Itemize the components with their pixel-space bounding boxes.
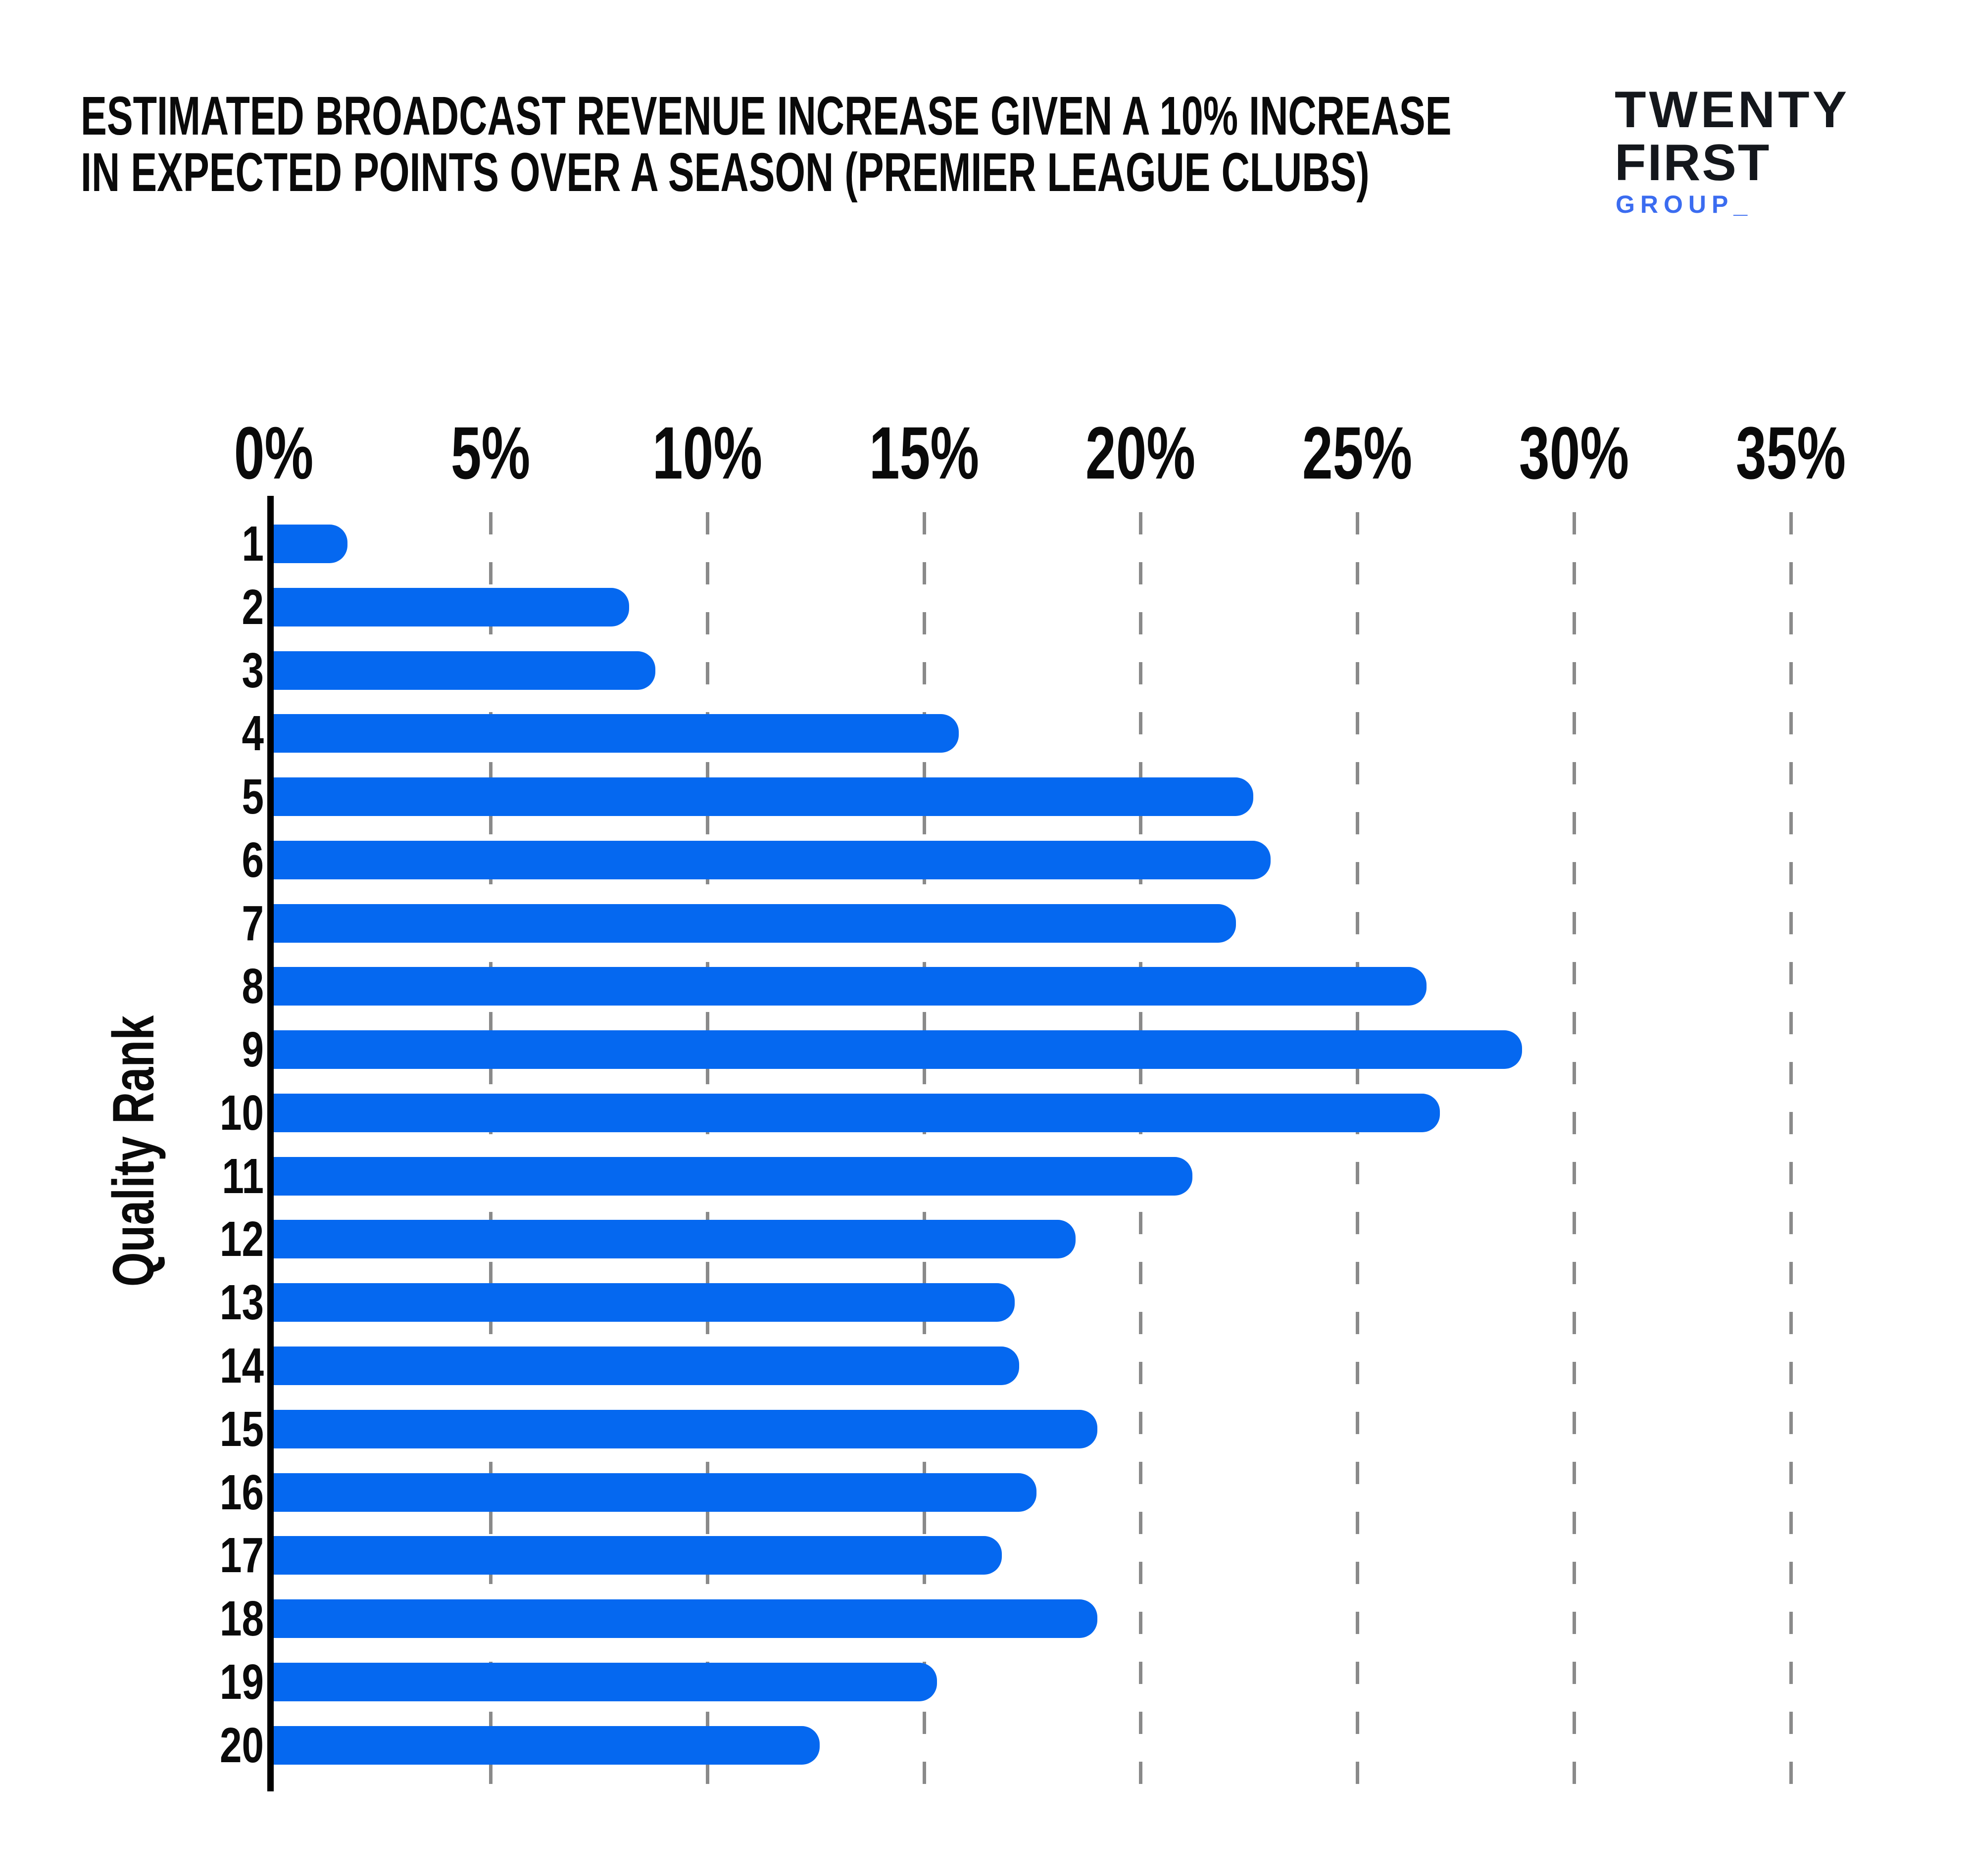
logo-word-twenty: TWENTY bbox=[1615, 81, 1850, 139]
bar-row: 9 bbox=[242, 1018, 1791, 1081]
bar-row: 20 bbox=[220, 1714, 1791, 1777]
twenty-first-group-logo: TWENTY FIRST GROUP_ bbox=[1615, 84, 1872, 233]
bar-row: 3 bbox=[242, 639, 1791, 702]
revenue-bar bbox=[274, 1473, 1037, 1512]
bar-row: 17 bbox=[220, 1524, 1791, 1587]
bar-row: 12 bbox=[220, 1207, 1791, 1271]
revenue-bar bbox=[274, 967, 1427, 1006]
bar-row: 13 bbox=[220, 1271, 1791, 1334]
gridline bbox=[1139, 512, 1143, 1787]
bar-row: 8 bbox=[242, 955, 1791, 1018]
rank-label: 7 bbox=[242, 895, 264, 951]
gridline bbox=[705, 512, 709, 1787]
bar-row: 14 bbox=[220, 1334, 1791, 1397]
revenue-bar bbox=[274, 904, 1236, 943]
revenue-bar bbox=[274, 1156, 1193, 1196]
gridline bbox=[489, 512, 493, 1787]
chart-title-line1: ESTIMATED BROADCAST REVENUE INCREASE GIV… bbox=[81, 86, 1452, 146]
rank-label: 6 bbox=[242, 832, 264, 888]
x-tick-label: 10% bbox=[652, 411, 762, 494]
revenue-bar bbox=[274, 714, 959, 753]
bar-row: 10 bbox=[220, 1081, 1791, 1145]
bar-row: 6 bbox=[242, 828, 1791, 892]
rank-label: 2 bbox=[242, 579, 264, 635]
rank-label: 20 bbox=[220, 1717, 264, 1773]
bar-row: 5 bbox=[242, 765, 1791, 828]
revenue-bar bbox=[274, 840, 1271, 879]
x-tick-label: 30% bbox=[1519, 411, 1629, 494]
rank-label: 19 bbox=[220, 1654, 264, 1710]
bar-row: 4 bbox=[242, 702, 1791, 765]
revenue-bar bbox=[274, 1347, 1020, 1385]
bar-row: 11 bbox=[222, 1145, 1791, 1208]
revenue-bar bbox=[274, 525, 347, 563]
revenue-bar bbox=[274, 651, 655, 690]
x-tick-label: 5% bbox=[450, 411, 531, 494]
rank-label: 3 bbox=[242, 642, 264, 698]
revenue-bar bbox=[274, 587, 630, 626]
rank-label: 1 bbox=[242, 516, 264, 572]
chart-title-line2: IN EXPECTED POINTS OVER A SEASON (PREMIE… bbox=[81, 142, 1370, 203]
rank-label: 14 bbox=[220, 1338, 264, 1394]
y-axis-line bbox=[267, 496, 274, 1791]
rank-label: 13 bbox=[220, 1275, 264, 1331]
revenue-bar bbox=[274, 1283, 1015, 1322]
gridline bbox=[1573, 512, 1577, 1787]
rank-label: 18 bbox=[220, 1591, 264, 1647]
rank-label: 10 bbox=[220, 1085, 264, 1141]
y-axis-title-box: Quality Rank bbox=[94, 512, 173, 1790]
rank-label: 4 bbox=[242, 706, 264, 762]
gridline bbox=[1789, 512, 1793, 1787]
x-tick-label: 20% bbox=[1085, 411, 1196, 494]
revenue-bar bbox=[274, 1030, 1523, 1069]
rank-label: 9 bbox=[242, 1022, 264, 1078]
bar-row: 1 bbox=[242, 512, 1791, 576]
bar-row: 2 bbox=[242, 576, 1791, 639]
x-axis-tick-labels: 0% 5% 10% 15% 20% 25% 30% 35% bbox=[0, 416, 1971, 495]
bar-row: 7 bbox=[242, 892, 1791, 955]
plot-area: 1 2 3 4 5 6 7 8 9 10 11 12 13 14 15 16 17 18 19 20 bbox=[220, 512, 1791, 1790]
logo-word-first: FIRST bbox=[1615, 134, 1771, 192]
y-axis-title: Quality Rank bbox=[101, 1015, 166, 1287]
rank-label: 16 bbox=[220, 1464, 264, 1520]
gridline bbox=[1356, 512, 1360, 1787]
x-tick-label: 0% bbox=[234, 411, 314, 494]
revenue-bar bbox=[274, 777, 1254, 817]
rank-label: 11 bbox=[222, 1148, 264, 1204]
revenue-bar bbox=[274, 1093, 1440, 1132]
rank-label: 15 bbox=[220, 1401, 264, 1457]
gridline bbox=[922, 512, 926, 1787]
chart-title: ESTIMATED BROADCAST REVENUE INCREASE GIV… bbox=[81, 88, 1451, 201]
revenue-bar bbox=[274, 1220, 1076, 1259]
revenue-bar bbox=[274, 1726, 820, 1765]
logo-word-group: GROUP_ bbox=[1616, 191, 1753, 218]
revenue-bar bbox=[274, 1662, 937, 1701]
x-tick-label: 15% bbox=[869, 411, 979, 494]
bar-row: 15 bbox=[220, 1397, 1791, 1461]
rank-label: 5 bbox=[242, 769, 264, 825]
rank-label: 8 bbox=[242, 959, 264, 1014]
rank-label: 12 bbox=[220, 1211, 264, 1267]
bar-row: 19 bbox=[220, 1650, 1791, 1714]
revenue-bar bbox=[274, 1409, 1097, 1448]
bar-row: 18 bbox=[220, 1587, 1791, 1650]
x-tick-label: 25% bbox=[1302, 411, 1413, 494]
bar-row: 16 bbox=[220, 1461, 1791, 1524]
revenue-bar bbox=[274, 1599, 1097, 1638]
x-tick-label: 35% bbox=[1735, 411, 1846, 494]
rank-label: 17 bbox=[220, 1528, 264, 1584]
revenue-bar bbox=[274, 1536, 1002, 1575]
